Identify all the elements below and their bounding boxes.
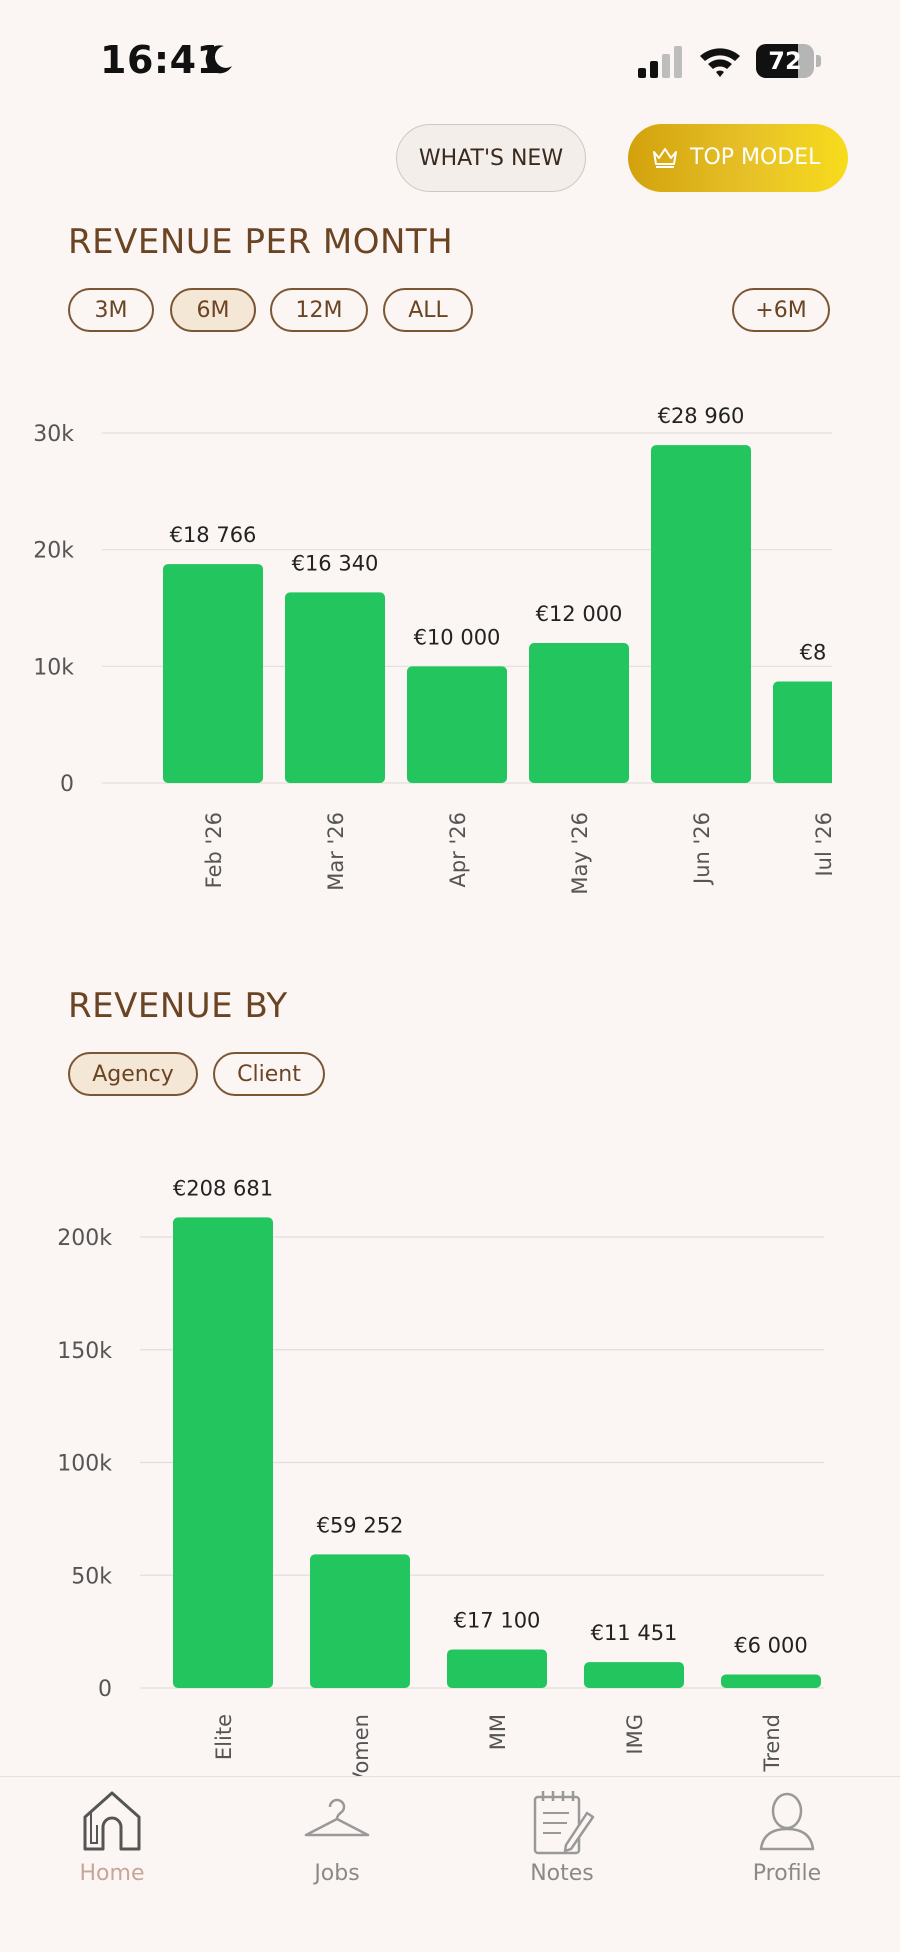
tab-client[interactable]: Client <box>213 1052 325 1096</box>
hanger-icon <box>304 1798 370 1837</box>
bar-value-label: €12 000 <box>536 602 623 626</box>
nav-notes-label: Notes <box>530 1861 594 1886</box>
wifi-icon <box>700 48 740 77</box>
profile-icon <box>759 1792 815 1851</box>
bar-value-label: €18 766 <box>170 523 257 547</box>
battery-indicator: 72 <box>756 44 822 78</box>
y-tick-label: 0 <box>98 1677 112 1702</box>
nav-home-label: Home <box>79 1861 145 1886</box>
nav-notes[interactable]: Notes <box>482 1777 642 1897</box>
range-12m-button[interactable]: 12M <box>270 288 368 332</box>
bar[interactable] <box>651 445 751 783</box>
bar[interactable] <box>163 564 263 783</box>
x-category-label: May '26 <box>568 812 592 895</box>
nav-home[interactable]: Home <box>32 1777 192 1897</box>
nav-profile[interactable]: Profile <box>707 1777 867 1897</box>
x-category-label: IMG <box>623 1714 647 1755</box>
revenue-per-month-title: REVENUE PER MONTH <box>68 222 454 262</box>
bar-value-label: €16 340 <box>292 551 379 575</box>
home-icon <box>83 1791 141 1851</box>
whats-new-button[interactable]: WHAT'S NEW <box>396 124 586 192</box>
y-tick-label: 100k <box>57 1452 112 1477</box>
cellular-signal-icon <box>638 46 682 78</box>
x-category-label: Vomen <box>349 1714 373 1786</box>
range-3m-button[interactable]: 3M <box>68 288 154 332</box>
bar[interactable] <box>407 666 507 783</box>
top-model-button[interactable]: TOP MODEL <box>628 124 848 192</box>
battery-percent: 72 <box>768 47 802 75</box>
bar-value-label: €208 681 <box>173 1176 273 1200</box>
x-category-label: Jun '26 <box>690 812 714 886</box>
x-category-label: Apr '26 <box>446 812 470 888</box>
bar[interactable] <box>310 1554 410 1688</box>
status-bar: 16:41 72 <box>0 0 900 110</box>
y-tick-label: 20k <box>33 539 74 564</box>
x-category-label: MM <box>486 1714 510 1750</box>
status-time: 16:41 <box>100 38 224 82</box>
bar-value-label: €59 252 <box>317 1513 404 1537</box>
x-category-label: Trend <box>760 1714 784 1772</box>
range-6m-button[interactable]: 6M <box>170 288 256 332</box>
y-tick-label: 150k <box>57 1339 112 1364</box>
bar-value-label: €11 451 <box>591 1621 678 1645</box>
y-tick-label: 30k <box>33 422 74 447</box>
x-category-label: Elite <box>212 1714 236 1760</box>
bottom-navigation: Home Jobs Notes Profile <box>0 1776 900 1952</box>
moon-icon <box>205 45 232 74</box>
bar[interactable] <box>584 1662 684 1688</box>
range-plus-6m-button[interactable]: +6M <box>732 288 830 332</box>
bar[interactable] <box>529 643 629 783</box>
bar-value-label: €28 960 <box>658 404 745 428</box>
crown-icon <box>653 148 677 168</box>
x-category-label: Feb '26 <box>202 812 226 888</box>
x-category-label: Mar '26 <box>324 812 348 891</box>
y-tick-label: 10k <box>33 655 74 680</box>
y-tick-label: 0 <box>60 772 74 797</box>
bar-value-label: €6 000 <box>734 1633 807 1657</box>
nav-jobs-label: Jobs <box>314 1861 360 1886</box>
bar[interactable] <box>721 1674 821 1688</box>
bar[interactable] <box>773 681 873 784</box>
bar[interactable] <box>447 1649 547 1688</box>
bar-value-label: €10 000 <box>414 625 501 649</box>
top-model-label: TOP MODEL <box>690 145 821 170</box>
revenue-per-month-chart: 0 10k 20k 30k €18 766 Feb '26 €16 340 Mar '26 €1… <box>33 404 873 895</box>
tab-agency[interactable]: Agency <box>68 1052 198 1096</box>
revenue-by-agency-chart: 0 50k 100k 150k 200k €208 681 Elite €59 252 Vome… <box>57 1176 824 1786</box>
bar-value-label: €17 100 <box>454 1608 541 1632</box>
nav-profile-label: Profile <box>752 1861 822 1886</box>
range-all-button[interactable]: ALL <box>383 288 473 332</box>
nav-jobs[interactable]: Jobs <box>257 1777 417 1897</box>
notepad-icon <box>533 1791 595 1855</box>
bar-value-label: €8 7 <box>800 641 847 665</box>
y-tick-label: 50k <box>71 1564 112 1589</box>
bar[interactable] <box>173 1217 273 1688</box>
revenue-by-title: REVENUE BY <box>68 986 288 1026</box>
x-category-label: Jul '26 <box>812 812 836 879</box>
bar[interactable] <box>285 592 385 783</box>
y-tick-label: 200k <box>57 1226 112 1251</box>
